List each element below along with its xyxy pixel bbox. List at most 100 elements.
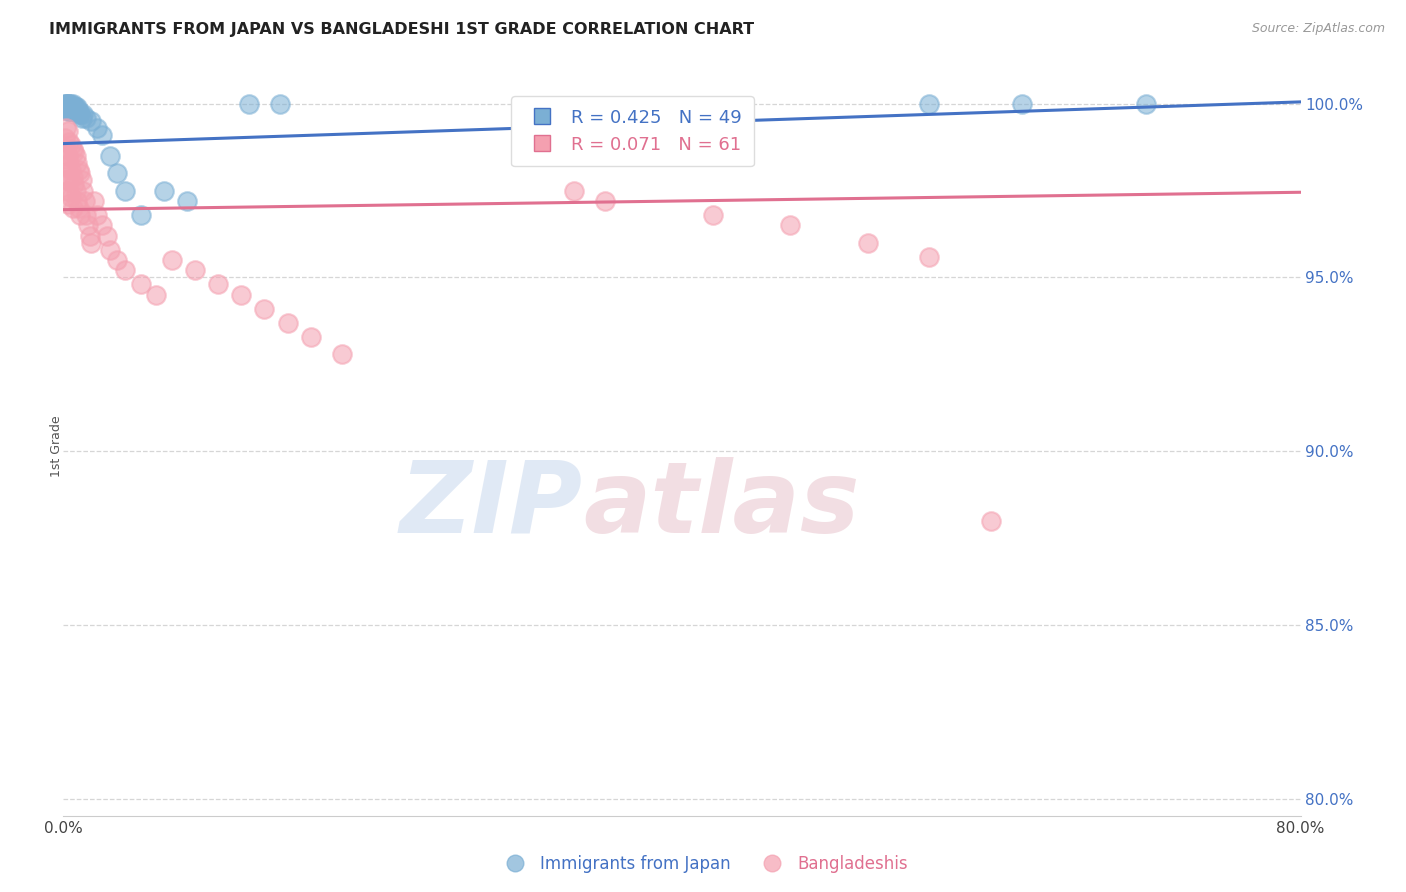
Point	[1135, 96, 1157, 111]
Point	[72, 184, 94, 198]
Point	[65, 100, 87, 114]
Text: ZIP: ZIP	[399, 457, 583, 554]
Point	[176, 194, 198, 208]
Point	[55, 159, 77, 173]
Point	[183, 263, 207, 277]
Point	[59, 100, 82, 114]
Point	[145, 287, 167, 301]
Point	[269, 96, 291, 111]
Point	[58, 135, 80, 149]
Point	[63, 103, 86, 118]
Point	[58, 100, 80, 114]
Point	[56, 197, 79, 211]
Point	[238, 96, 260, 111]
Point	[55, 142, 77, 156]
Point	[59, 96, 82, 111]
Point	[53, 131, 76, 145]
Point	[58, 100, 80, 114]
Point	[77, 219, 100, 233]
Text: Source: ZipAtlas.com: Source: ZipAtlas.com	[1251, 22, 1385, 36]
Point	[56, 173, 79, 187]
Point	[56, 149, 79, 163]
Point	[96, 228, 118, 243]
Point	[779, 219, 801, 233]
Text: atlas: atlas	[583, 457, 859, 554]
Point	[55, 96, 77, 111]
Point	[53, 173, 76, 187]
Point	[59, 138, 82, 153]
Point	[114, 184, 136, 198]
Point	[66, 155, 89, 169]
Point	[114, 263, 136, 277]
Point	[59, 100, 82, 114]
Point	[856, 235, 879, 250]
Point	[62, 169, 84, 184]
Point	[65, 149, 87, 163]
Point	[73, 194, 96, 208]
Point	[76, 111, 98, 125]
Point	[63, 177, 86, 191]
Legend: Immigrants from Japan, Bangladeshis: Immigrants from Japan, Bangladeshis	[492, 848, 914, 880]
Point	[65, 103, 87, 118]
Point	[63, 145, 86, 160]
Point	[53, 96, 76, 111]
Point	[107, 166, 129, 180]
Point	[276, 316, 298, 330]
Point	[918, 250, 941, 264]
Point	[59, 103, 82, 118]
Point	[66, 194, 89, 208]
Point	[62, 96, 84, 111]
Point	[67, 201, 90, 215]
Point	[56, 100, 79, 114]
Point	[55, 96, 77, 111]
Point	[62, 103, 84, 118]
Point	[69, 166, 91, 180]
Point	[55, 120, 77, 135]
Point	[66, 100, 89, 114]
Point	[59, 103, 82, 118]
Point	[129, 277, 152, 292]
Point	[980, 514, 1002, 528]
Point	[253, 301, 276, 316]
Point	[129, 208, 152, 222]
Point	[67, 103, 90, 118]
Point	[58, 155, 80, 169]
Point	[62, 100, 84, 114]
Point	[53, 153, 76, 167]
Point	[80, 114, 103, 128]
Point	[107, 253, 129, 268]
Point	[58, 103, 80, 118]
Point	[330, 347, 353, 361]
Point	[69, 208, 91, 222]
Point	[58, 184, 80, 198]
Point	[70, 173, 93, 187]
Y-axis label: 1st Grade: 1st Grade	[49, 415, 63, 477]
Point	[56, 96, 79, 111]
Point	[65, 184, 87, 198]
Point	[593, 194, 616, 208]
Point	[55, 100, 77, 114]
Point	[62, 201, 84, 215]
Point	[918, 96, 941, 111]
Point	[53, 100, 76, 114]
Point	[562, 184, 585, 198]
Point	[90, 128, 114, 142]
Point	[56, 100, 79, 114]
Point	[98, 149, 121, 163]
Point	[67, 162, 90, 177]
Point	[152, 184, 174, 198]
Point	[67, 107, 90, 121]
Point	[56, 103, 79, 118]
Point	[53, 100, 76, 114]
Point	[160, 253, 183, 268]
Point	[55, 100, 77, 114]
Point	[62, 142, 84, 156]
Point	[76, 208, 98, 222]
Point	[299, 329, 322, 343]
Point	[58, 96, 80, 111]
Point	[86, 208, 108, 222]
Point	[231, 287, 253, 301]
Point	[59, 190, 82, 204]
Point	[70, 111, 93, 125]
Point	[69, 107, 91, 121]
